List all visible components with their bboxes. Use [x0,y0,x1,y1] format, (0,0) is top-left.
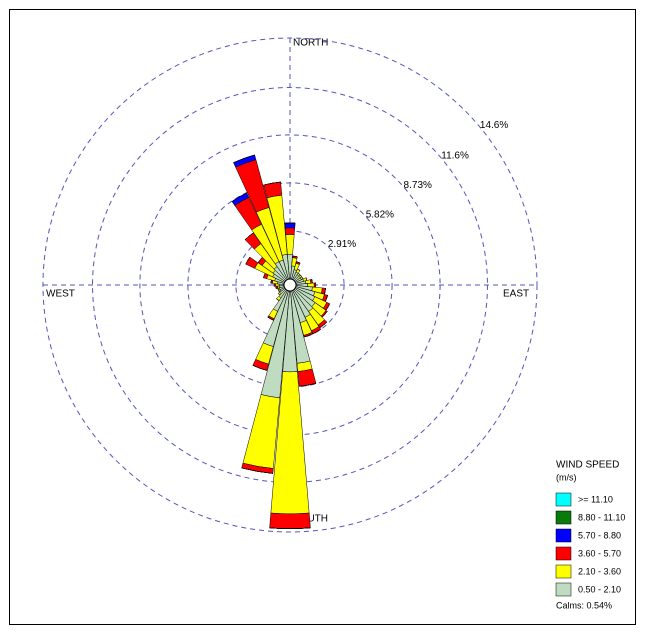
west-label: WEST [46,289,75,300]
petal-segment [284,222,296,229]
petal-segment [325,295,328,302]
north-label: NORTH [293,38,328,49]
ring-label: 8.73% [404,180,432,191]
ring-label: 2.91% [328,239,356,250]
petal-segment [269,512,311,529]
petal-segment [299,383,317,387]
calms-label: Calms: 0.54% [556,600,612,610]
legend-label: 3.60 - 5.70 [578,548,621,558]
ring-label: 11.6% [441,151,469,162]
legend-swatch [555,582,572,597]
legend-label: 8.80 - 11.10 [578,512,625,522]
legend-swatch [555,528,572,543]
petal-segment [307,282,315,288]
legend-label: >= 11.10 [578,494,613,504]
petal-segment [296,261,301,264]
legend-label: 0.50 - 2.10 [578,584,621,594]
legend-title: WIND SPEED [556,460,619,471]
legend-unit: (m/s) [556,472,577,482]
legend-swatch [555,492,572,507]
legend-label: 5.70 - 8.80 [578,530,621,540]
ring-label: 14.6% [480,120,508,131]
petal-segment [269,527,311,529]
legend-swatch [555,564,572,579]
calms-circle [283,278,297,292]
petal-segment [231,192,247,202]
petal-segment [263,181,281,186]
petal-segment [284,227,296,235]
legend-label: 2.10 - 3.60 [578,566,621,576]
ring-label: 5.82% [366,209,394,220]
petal-segment [245,256,251,265]
south-label: SOUTH [293,514,328,525]
east-label: EAST [503,289,529,300]
legend-swatch [555,510,572,525]
ring [42,37,538,533]
petal-segment [233,154,255,163]
legend-swatch [555,546,572,561]
petal-segment [312,329,321,334]
petal-segment [257,257,263,263]
petal-segment [276,298,280,301]
ring [187,182,393,388]
